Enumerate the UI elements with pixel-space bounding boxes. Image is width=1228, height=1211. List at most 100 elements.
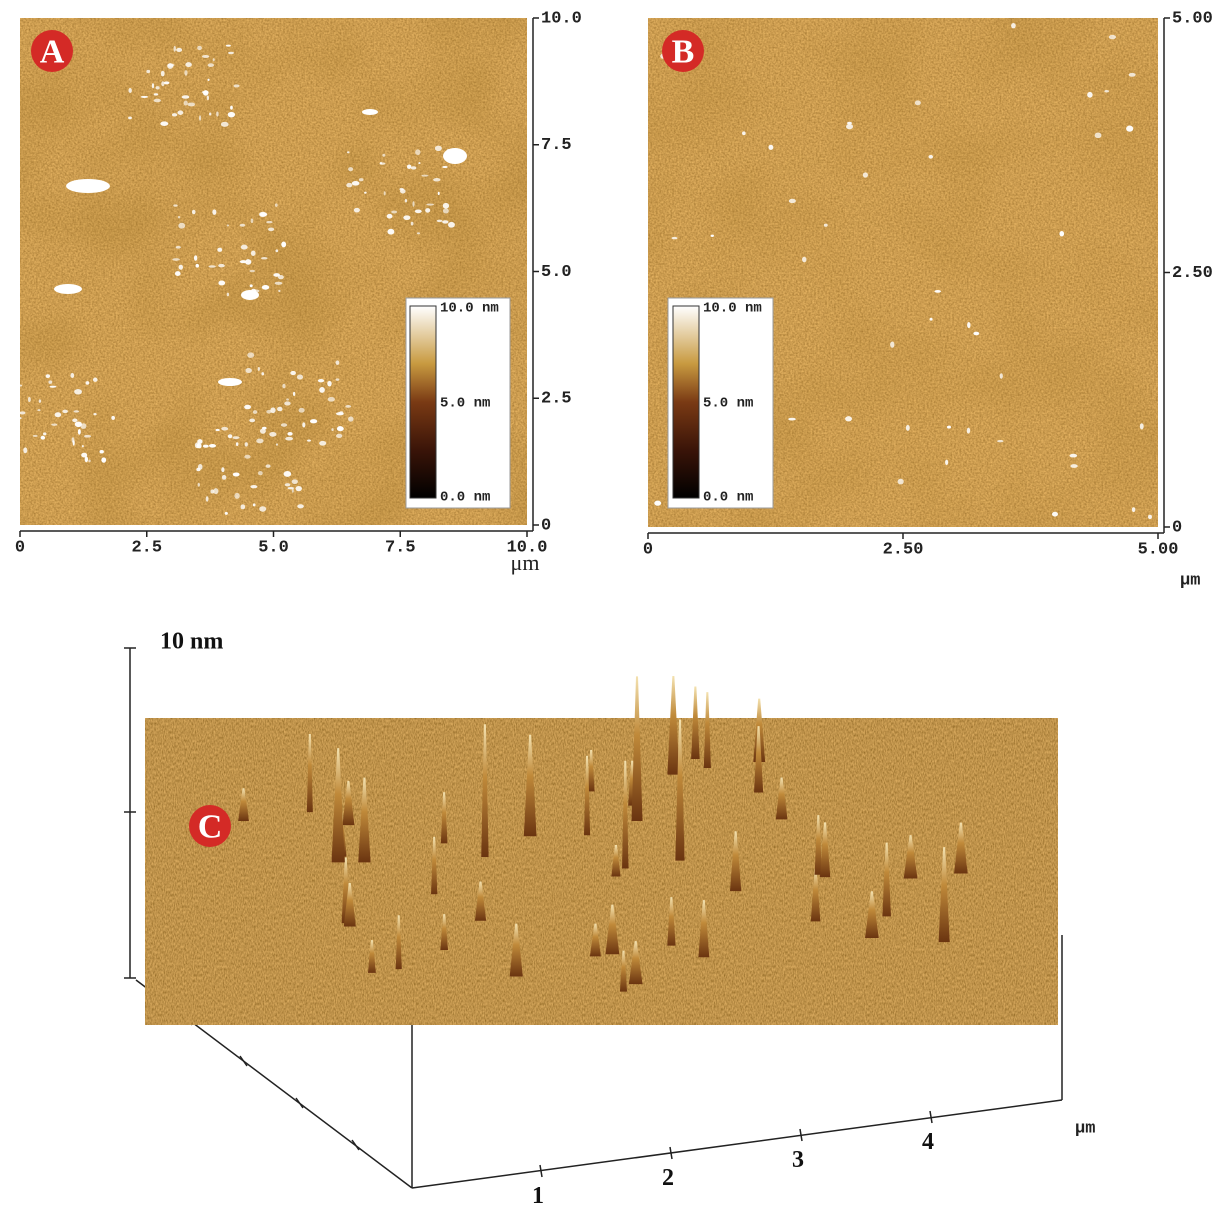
particle bbox=[39, 399, 41, 402]
particle bbox=[1052, 512, 1058, 517]
particle bbox=[405, 199, 407, 202]
particle bbox=[240, 224, 245, 227]
particle bbox=[1148, 515, 1152, 519]
particle bbox=[209, 112, 211, 115]
particle bbox=[285, 483, 291, 486]
particle bbox=[226, 45, 231, 47]
particle bbox=[336, 360, 340, 364]
particle bbox=[380, 162, 386, 164]
particle bbox=[253, 503, 256, 506]
x-unit: μm bbox=[1075, 1119, 1095, 1138]
particle bbox=[347, 151, 350, 153]
x-tick-label: 7.5 bbox=[385, 538, 416, 557]
particle bbox=[898, 479, 904, 485]
particle bbox=[218, 378, 242, 386]
particle bbox=[435, 146, 442, 151]
particle bbox=[258, 471, 263, 475]
colorbar bbox=[410, 306, 436, 498]
particle bbox=[244, 405, 251, 410]
x-tick-label: 0 bbox=[643, 540, 653, 559]
particle bbox=[336, 412, 344, 415]
particle bbox=[152, 83, 154, 88]
particle bbox=[411, 166, 417, 169]
particle bbox=[411, 222, 414, 226]
particle bbox=[101, 457, 106, 462]
colorbar-label: 10.0 nm bbox=[703, 301, 762, 317]
particle bbox=[863, 172, 868, 177]
particle bbox=[268, 227, 274, 231]
particle bbox=[359, 178, 364, 181]
particle bbox=[208, 63, 214, 67]
particle bbox=[33, 435, 38, 437]
z-label: 10 nm bbox=[160, 629, 223, 655]
particle bbox=[72, 419, 77, 423]
particle bbox=[293, 392, 295, 396]
particle bbox=[236, 442, 239, 446]
particle bbox=[207, 95, 209, 100]
particle bbox=[281, 242, 286, 248]
particle bbox=[207, 79, 209, 81]
figure: 10.0 nm 5.0 nm 0.0 nm A μm 10.0 nm 5.0 n… bbox=[0, 0, 1228, 1211]
particle bbox=[307, 440, 311, 442]
particle bbox=[1087, 92, 1092, 98]
particle bbox=[997, 440, 1003, 442]
particle bbox=[391, 210, 397, 213]
particle bbox=[384, 191, 386, 195]
particle bbox=[364, 192, 367, 194]
x-tick-label: 2.5 bbox=[131, 538, 162, 557]
particle bbox=[945, 460, 948, 465]
particle bbox=[241, 290, 259, 300]
particle bbox=[348, 167, 353, 171]
particle bbox=[245, 442, 248, 447]
particle bbox=[240, 260, 247, 263]
particle bbox=[251, 250, 256, 255]
particle bbox=[66, 179, 110, 193]
particle bbox=[789, 199, 796, 203]
tick-mark bbox=[670, 1147, 672, 1159]
particle bbox=[711, 235, 714, 237]
particle bbox=[400, 189, 406, 194]
particle bbox=[173, 204, 177, 206]
particle bbox=[1070, 464, 1077, 468]
particle bbox=[51, 423, 57, 425]
peak bbox=[307, 734, 313, 812]
peak bbox=[667, 676, 679, 775]
particle bbox=[86, 381, 90, 385]
particle bbox=[261, 372, 264, 375]
particle bbox=[70, 373, 74, 378]
tick-mark bbox=[930, 1111, 932, 1123]
particle bbox=[197, 46, 202, 50]
particle bbox=[233, 436, 240, 439]
particle bbox=[12, 379, 17, 381]
colorbar-label: 10.0 nm bbox=[440, 301, 499, 317]
particle bbox=[240, 504, 245, 509]
particle bbox=[249, 270, 255, 272]
particle bbox=[212, 209, 216, 215]
particle bbox=[228, 52, 234, 55]
particle bbox=[278, 275, 284, 279]
particle bbox=[178, 216, 180, 218]
particle bbox=[418, 162, 420, 164]
particle bbox=[221, 122, 229, 127]
particle bbox=[348, 416, 354, 421]
particle bbox=[415, 210, 422, 214]
particle bbox=[269, 432, 276, 437]
particle bbox=[421, 175, 428, 177]
particle bbox=[266, 221, 272, 224]
particle bbox=[262, 285, 269, 290]
particle bbox=[934, 290, 941, 293]
x-tick-label: 0 bbox=[15, 538, 25, 557]
particle bbox=[233, 472, 240, 476]
particle bbox=[407, 165, 411, 169]
particle bbox=[443, 208, 449, 213]
particle bbox=[176, 48, 182, 52]
particle bbox=[318, 379, 324, 382]
particle bbox=[253, 410, 257, 414]
particle bbox=[93, 413, 96, 415]
particle bbox=[387, 229, 394, 235]
particle bbox=[1104, 90, 1109, 92]
particle bbox=[7, 449, 10, 452]
particle bbox=[278, 290, 280, 292]
particle bbox=[382, 154, 385, 157]
particle bbox=[216, 111, 219, 116]
